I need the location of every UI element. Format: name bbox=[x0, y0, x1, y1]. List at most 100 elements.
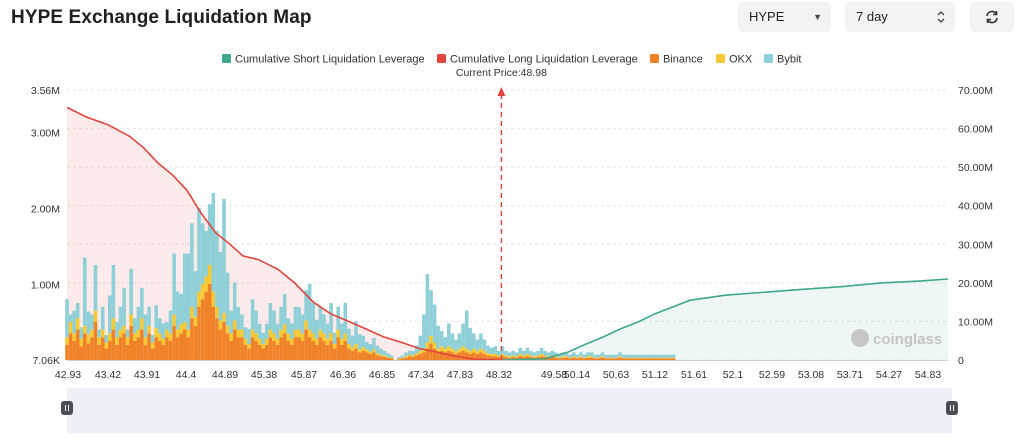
okx-bar bbox=[596, 357, 601, 359]
bybit-bar bbox=[282, 293, 287, 325]
binance-bar bbox=[293, 337, 298, 360]
okx-bar bbox=[297, 329, 301, 338]
binance-bar bbox=[497, 357, 501, 360]
binance-bar bbox=[365, 352, 369, 360]
bybit-bar bbox=[318, 306, 323, 330]
okx-bar bbox=[386, 357, 390, 358]
bybit-bar bbox=[632, 354, 637, 358]
bybit-bar bbox=[150, 334, 155, 343]
okx-bar bbox=[86, 334, 91, 344]
binance-bar bbox=[140, 329, 144, 360]
okx-bar bbox=[468, 350, 472, 354]
bybit-bar bbox=[546, 352, 551, 357]
binance-bar bbox=[197, 306, 201, 360]
binance-bar bbox=[579, 357, 583, 360]
bybit-bar bbox=[118, 306, 123, 330]
okx-bar bbox=[518, 353, 522, 357]
okx-bar bbox=[389, 357, 394, 359]
x-tick-label: 47.83 bbox=[447, 369, 473, 381]
okx-bar bbox=[243, 338, 248, 345]
bybit-bar bbox=[443, 337, 448, 349]
y-right-tick-label: 20.00M bbox=[958, 278, 993, 290]
okx-bar bbox=[97, 337, 101, 345]
binance-bar bbox=[661, 358, 665, 360]
bybit-bar bbox=[218, 252, 223, 321]
binance-bar bbox=[618, 357, 622, 360]
okx-bar bbox=[350, 347, 355, 351]
binance-bar bbox=[297, 337, 301, 360]
binance-bar bbox=[546, 357, 551, 360]
bybit-bar bbox=[382, 350, 387, 356]
binance-bar bbox=[443, 352, 448, 360]
bybit-bar bbox=[411, 350, 415, 356]
bybit-bar bbox=[600, 352, 605, 357]
okx-bar bbox=[75, 318, 80, 330]
binance-bar bbox=[468, 353, 472, 360]
binance-bar bbox=[340, 344, 344, 360]
bybit-bar bbox=[125, 329, 130, 338]
bybit-bar bbox=[354, 321, 358, 344]
okx-bar bbox=[104, 342, 109, 349]
coin-select[interactable]: HYPE ▼ bbox=[738, 2, 831, 32]
bybit-bar bbox=[268, 303, 273, 330]
bybit-bar bbox=[207, 204, 212, 265]
range-slider-left-handle[interactable] bbox=[61, 401, 73, 415]
range-select[interactable]: 7 day bbox=[845, 2, 955, 32]
watermark-text: coinglass bbox=[873, 331, 942, 348]
binance-bar bbox=[357, 352, 362, 360]
binance-bar bbox=[200, 299, 205, 360]
okx-bar bbox=[207, 265, 212, 284]
binance-bar bbox=[397, 359, 401, 360]
okx-bar bbox=[329, 333, 333, 341]
bybit-bar bbox=[582, 354, 587, 358]
up-down-chevron-icon bbox=[937, 11, 945, 23]
bybit-bar bbox=[261, 332, 266, 344]
binance-bar bbox=[161, 344, 166, 360]
okx-bar bbox=[646, 357, 651, 359]
okx-bar bbox=[343, 333, 348, 341]
binance-bar bbox=[243, 344, 248, 360]
okx-bar bbox=[629, 357, 633, 359]
range-slider-right-handle[interactable] bbox=[946, 401, 958, 415]
x-tick-label: 43.42 bbox=[95, 369, 121, 381]
range-slider[interactable] bbox=[67, 388, 952, 433]
okx-bar bbox=[175, 329, 180, 338]
binance-bar bbox=[236, 337, 241, 360]
bybit-bar bbox=[439, 331, 444, 347]
okx-bar bbox=[125, 337, 130, 345]
refresh-button[interactable] bbox=[970, 2, 1014, 32]
binance-bar bbox=[361, 350, 365, 360]
okx-bar bbox=[286, 333, 290, 341]
okx-bar bbox=[443, 348, 448, 353]
bybit-bar bbox=[197, 208, 201, 292]
binance-bar bbox=[68, 333, 73, 360]
binance-bar bbox=[404, 357, 408, 360]
bybit-bar bbox=[575, 354, 580, 358]
binance-bar bbox=[386, 357, 390, 360]
bybit-bar bbox=[93, 265, 98, 311]
okx-bar bbox=[397, 358, 401, 360]
binance-bar bbox=[657, 358, 662, 360]
bybit-bar bbox=[290, 323, 294, 339]
page-title: HYPE Exchange Liquidation Map bbox=[11, 7, 312, 28]
bybit-bar bbox=[668, 354, 672, 358]
x-tick-label: 46.85 bbox=[369, 369, 395, 381]
okx-bar bbox=[118, 329, 123, 338]
bybit-bar bbox=[97, 329, 101, 338]
bybit-bar bbox=[482, 339, 487, 351]
binance-bar bbox=[425, 348, 430, 360]
binance-bar bbox=[489, 356, 494, 360]
binance-bar bbox=[625, 358, 630, 360]
binance-bar bbox=[222, 322, 226, 360]
x-tick-label: 43.91 bbox=[134, 369, 160, 381]
bybit-bar bbox=[507, 352, 512, 357]
bybit-bar bbox=[400, 355, 405, 358]
okx-bar bbox=[186, 329, 191, 338]
okx-bar bbox=[461, 346, 465, 351]
binance-bar bbox=[400, 358, 405, 360]
binance-bar bbox=[604, 358, 608, 360]
bybit-bar bbox=[143, 314, 148, 338]
binance-bar bbox=[607, 358, 612, 360]
binance-bar bbox=[347, 348, 351, 360]
bybit-bar bbox=[621, 354, 626, 358]
